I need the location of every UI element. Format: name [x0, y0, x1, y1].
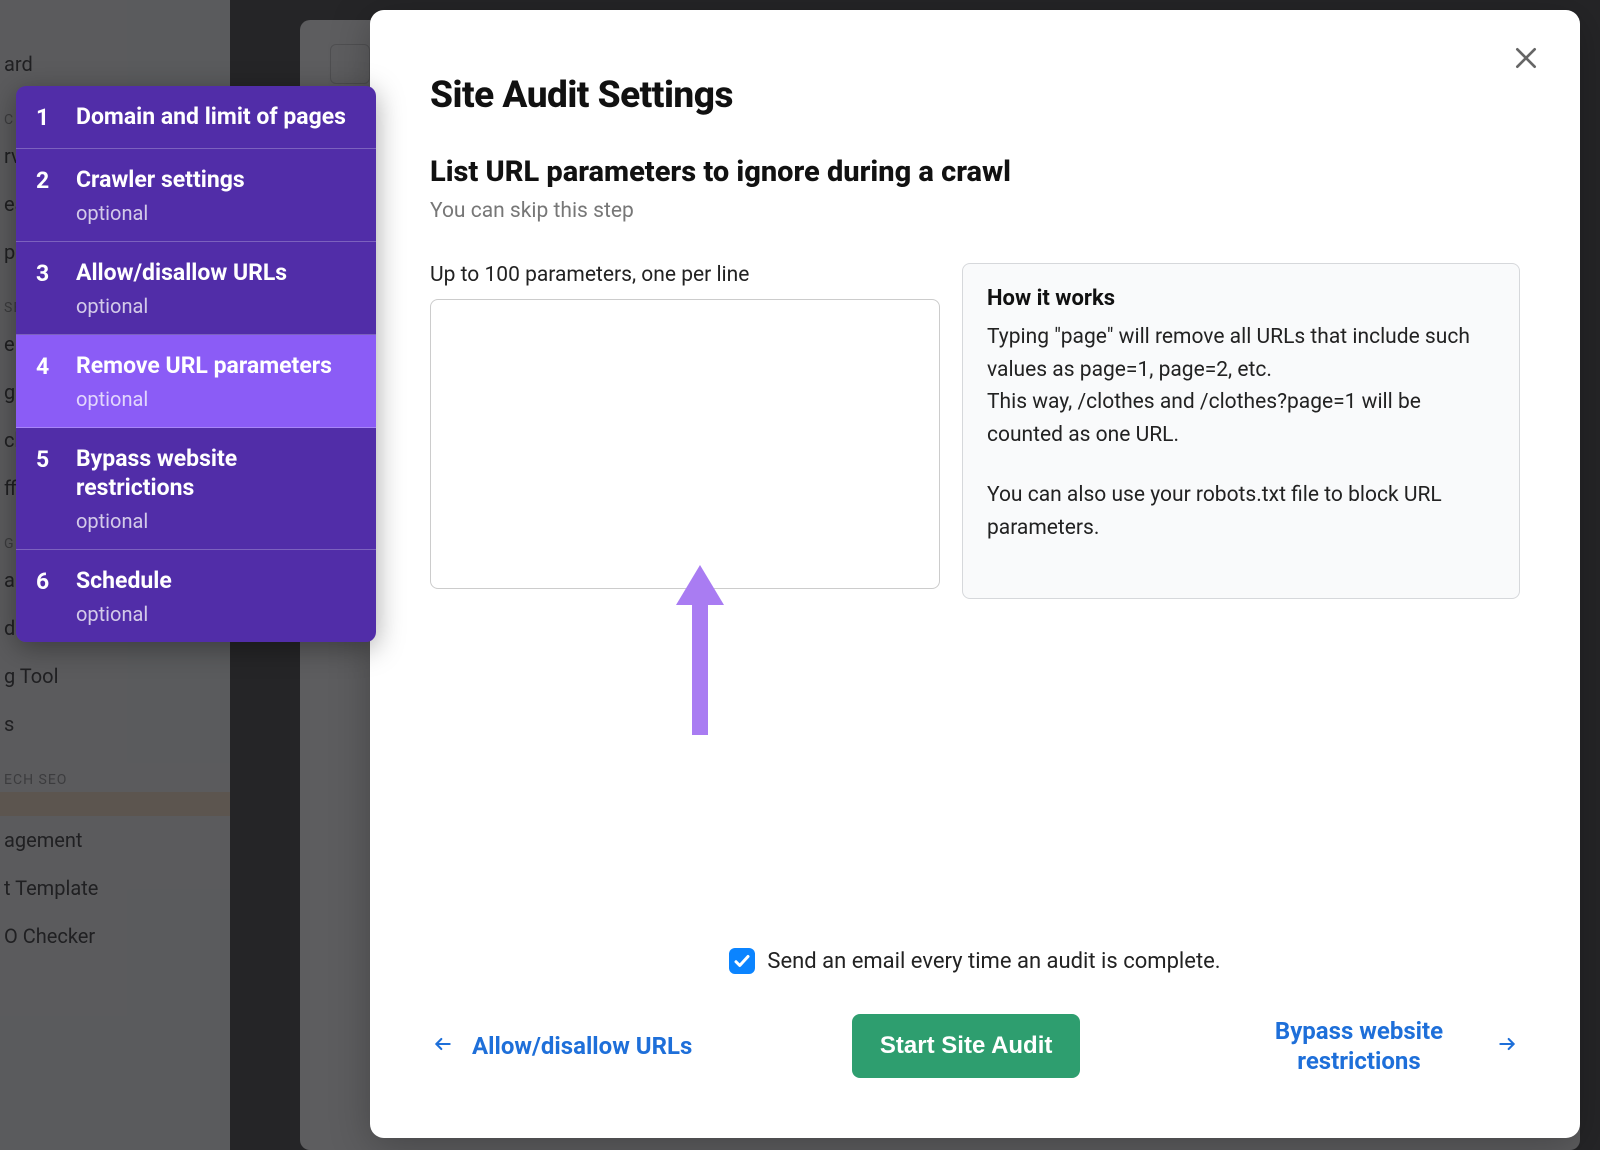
wizard-step-label: Crawler settings: [76, 165, 356, 195]
prev-step-link[interactable]: Allow/disallow URLs: [430, 1032, 692, 1060]
wizard-step-label: Bypass website restrictions: [76, 444, 356, 504]
close-icon[interactable]: [1506, 38, 1546, 78]
start-audit-button[interactable]: Start Site Audit: [852, 1014, 1080, 1078]
modal-hint: You can skip this step: [430, 199, 1520, 223]
wizard-step-label: Allow/disallow URLs: [76, 258, 356, 288]
wizard-step-1[interactable]: 1 Domain and limit of pages: [16, 86, 376, 149]
modal-title: Site Audit Settings: [430, 74, 1520, 117]
wizard-step-optional: optional: [76, 201, 356, 225]
arrow-left-icon: [430, 1032, 456, 1060]
textarea-label: Up to 100 parameters, one per line: [430, 263, 940, 287]
url-parameters-input[interactable]: [430, 299, 940, 589]
wizard-step-4[interactable]: 4 Remove URL parameters optional: [16, 335, 376, 428]
wizard-step-number: 3: [36, 258, 56, 287]
wizard-step-5[interactable]: 5 Bypass website restrictions optional: [16, 428, 376, 551]
info-box-title: How it works: [987, 286, 1495, 311]
wizard-step-number: 2: [36, 165, 56, 194]
info-box-text: Typing "page" will remove all URLs that …: [987, 321, 1495, 451]
wizard-step-number: 4: [36, 351, 56, 380]
email-notification-checkbox[interactable]: [729, 948, 755, 974]
wizard-step-optional: optional: [76, 387, 356, 411]
wizard-step-3[interactable]: 3 Allow/disallow URLs optional: [16, 242, 376, 335]
email-notification-label: Send an email every time an audit is com…: [767, 949, 1220, 974]
wizard-step-number: 6: [36, 566, 56, 595]
wizard-step-label: Remove URL parameters: [76, 351, 356, 381]
wizard-step-optional: optional: [76, 509, 356, 533]
wizard-step-optional: optional: [76, 294, 356, 318]
arrow-right-icon: [1494, 1032, 1520, 1060]
info-box-text: You can also use your robots.txt file to…: [987, 479, 1495, 544]
wizard-step-label: Domain and limit of pages: [76, 102, 356, 132]
wizard-step-6[interactable]: 6 Schedule optional: [16, 550, 376, 642]
wizard-step-number: 1: [36, 102, 56, 131]
modal-subtitle: List URL parameters to ignore during a c…: [430, 155, 1520, 189]
wizard-steps: 1 Domain and limit of pages 2 Crawler setti…: [16, 86, 376, 642]
settings-modal: Site Audit Settings List URL parameters …: [370, 10, 1580, 1138]
wizard-step-2[interactable]: 2 Crawler settings optional: [16, 149, 376, 242]
wizard-step-optional: optional: [76, 602, 356, 626]
wizard-step-label: Schedule: [76, 566, 356, 596]
next-step-link[interactable]: Bypass website restrictions: [1240, 1016, 1520, 1076]
info-box: How it works Typing "page" will remove a…: [962, 263, 1520, 599]
wizard-step-number: 5: [36, 444, 56, 473]
